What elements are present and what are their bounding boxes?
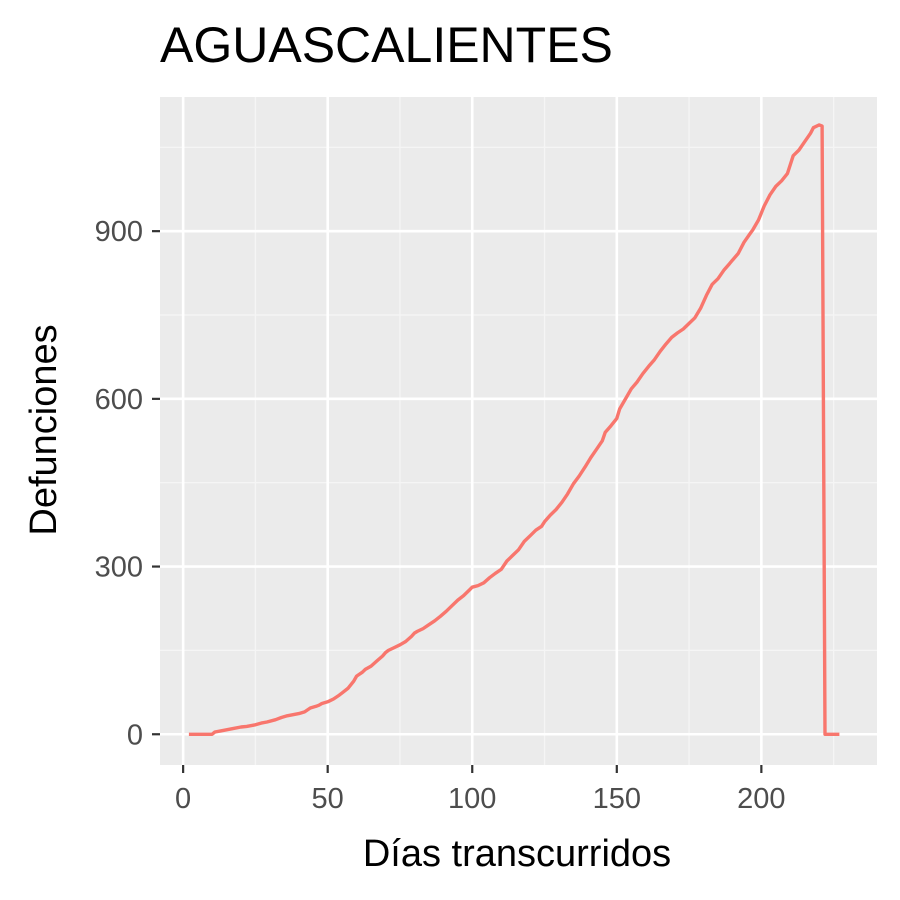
series-layer [188,123,840,736]
x-axis-title: Días transcurridos [363,833,671,875]
chart-title: AGUASCALIENTES [160,17,613,73]
x-tick-label: 100 [448,783,496,815]
x-tick-label: 200 [737,783,785,815]
y-axis-title: Defunciones [23,324,65,535]
x-tick-label: 50 [312,783,344,815]
y-tick-label: 0 [127,719,143,751]
axes: 0 50 100 150 200 0 300 600 900 [95,216,786,815]
y-tick-label: 300 [95,552,143,584]
series-line [188,123,840,736]
y-tick-label: 600 [95,384,143,416]
y-tick-label: 900 [95,216,143,248]
plot-panel [160,97,877,765]
grid-lines [160,97,877,765]
x-tick-label: 150 [593,783,641,815]
x-tick-label: 0 [175,783,191,815]
